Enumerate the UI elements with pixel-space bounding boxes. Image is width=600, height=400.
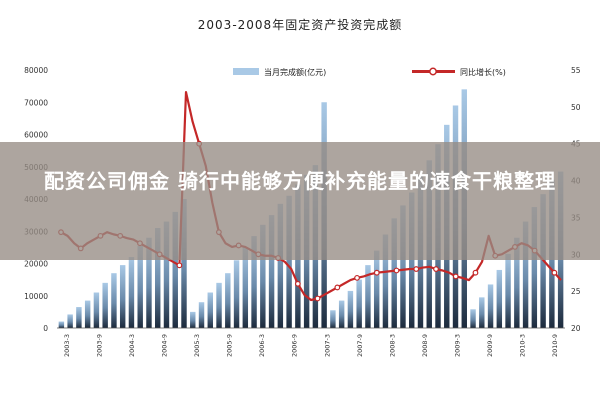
overlay-banner <box>0 142 600 260</box>
bar <box>277 203 284 328</box>
bar <box>409 192 415 328</box>
bar <box>496 269 503 328</box>
bar <box>225 273 231 328</box>
legend-line-label: 同比增长(%) <box>460 67 506 77</box>
y-left-tick-label: 0 <box>43 324 48 333</box>
bar <box>260 224 266 328</box>
bar <box>242 247 249 329</box>
x-tick-label: 2008-3 <box>388 334 396 357</box>
bar <box>479 297 485 328</box>
bar <box>93 292 100 328</box>
line-point <box>452 273 459 280</box>
legend-line-marker <box>429 67 437 76</box>
legend-bar-swatch <box>233 68 259 75</box>
bar <box>155 228 161 328</box>
bar <box>487 284 494 328</box>
x-tick-label: 2007-9 <box>356 334 364 357</box>
line-point <box>551 269 558 276</box>
x-tick-label: 2008-9 <box>421 334 429 357</box>
bar <box>347 290 354 328</box>
bar <box>233 260 240 328</box>
line-point <box>176 262 183 269</box>
overlay-caption: 配资公司佣金 骑行中能够方便补充能量的速食干粮整理 <box>44 169 556 193</box>
y-left-tick-label: 60000 <box>24 131 48 140</box>
x-tick-label: 2006-3 <box>258 334 266 357</box>
bar <box>251 236 257 328</box>
bar <box>190 311 196 329</box>
bar <box>268 215 275 329</box>
x-tick-label: 2005-9 <box>226 334 234 357</box>
bar <box>286 195 292 328</box>
x-tick-label: 2003-3 <box>63 334 71 357</box>
bar <box>163 221 170 328</box>
line-point <box>433 266 439 272</box>
bar <box>330 310 336 328</box>
bar <box>76 307 82 328</box>
bar <box>102 282 108 328</box>
bar <box>531 207 538 328</box>
bar <box>391 218 397 328</box>
line-point <box>294 280 301 287</box>
x-tick-label: 2004-9 <box>161 334 169 357</box>
x-tick-label: 2006-9 <box>291 334 299 357</box>
y-right-tick-label: 50 <box>571 103 581 112</box>
y-left-tick-label: 20000 <box>24 260 48 269</box>
line-point <box>314 295 321 302</box>
bar <box>67 314 73 328</box>
bar <box>522 221 529 328</box>
line-point <box>334 284 341 291</box>
bar <box>470 309 476 328</box>
y-left-tick-label: 80000 <box>24 66 48 75</box>
line-point <box>373 269 380 276</box>
bar <box>365 265 371 328</box>
bar <box>400 205 406 328</box>
bar <box>111 273 117 328</box>
bar <box>356 279 362 329</box>
legend: 当月完成额(亿元) 同比增长(%) <box>233 67 506 77</box>
x-tick-label: 2007-3 <box>323 334 331 357</box>
line-point <box>393 267 400 274</box>
bar <box>172 211 178 328</box>
y-right-tick-label: 55 <box>571 66 581 75</box>
line-point <box>472 269 479 276</box>
x-axis-ticks: 2003-3 2003-9 2004-3 2004-9 2005-3 2005-9 2006… <box>63 334 559 357</box>
bar <box>146 237 152 328</box>
chart-title: 2003-2008年固定资产投资完成额 <box>198 17 402 32</box>
bar <box>181 199 187 328</box>
y-right-tick-label: 25 <box>571 287 581 296</box>
x-tick-label: 2010-3 <box>518 334 526 357</box>
y-left-tick-label: 10000 <box>24 292 48 301</box>
bar <box>119 265 126 328</box>
y-right-tick-label: 20 <box>571 324 581 333</box>
legend-bar-label: 当月完成额(亿元) <box>264 67 326 77</box>
line-point <box>354 274 360 281</box>
bar <box>514 237 520 328</box>
x-tick-label: 2004-3 <box>128 334 136 357</box>
bar <box>216 282 222 328</box>
x-tick-label: 2010-9 <box>551 334 559 357</box>
bar <box>84 300 91 328</box>
bar <box>382 234 389 328</box>
y-left-tick-label: 70000 <box>24 98 48 107</box>
bar <box>338 300 345 328</box>
x-tick-label: 2005-3 <box>193 334 201 357</box>
bar <box>207 292 213 328</box>
bar <box>137 245 143 328</box>
bar <box>58 321 65 328</box>
bar <box>373 250 380 328</box>
x-tick-label: 2009-3 <box>453 334 461 357</box>
bar <box>128 257 135 328</box>
x-tick-label: 2003-9 <box>96 334 104 357</box>
bar <box>505 253 511 328</box>
x-tick-label: 2009-9 <box>486 334 494 357</box>
bar <box>198 302 205 328</box>
line-point <box>413 266 420 272</box>
